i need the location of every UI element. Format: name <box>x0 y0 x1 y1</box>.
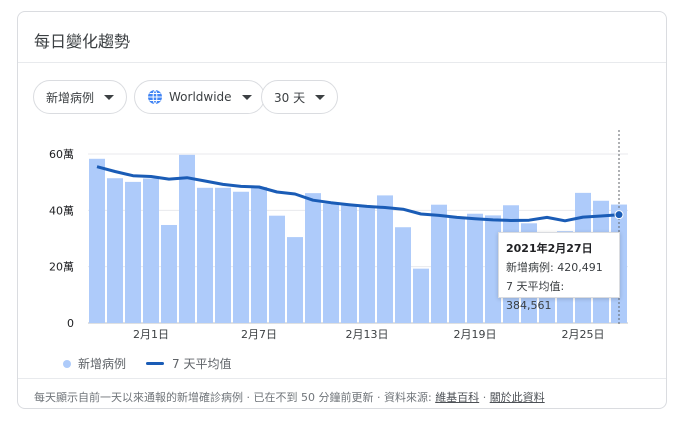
bar[interactable] <box>359 205 375 323</box>
bar[interactable] <box>467 213 483 323</box>
chart-average-line <box>96 130 624 325</box>
bar[interactable] <box>287 237 303 323</box>
region-dropdown-label: Worldwide <box>169 90 232 104</box>
legend-bars: 新增病例 <box>63 355 126 372</box>
y-tick-label: 60萬 <box>49 148 74 161</box>
globe-icon <box>148 89 162 105</box>
region-dropdown[interactable]: Worldwide <box>134 80 265 114</box>
tooltip-average-value: 384,561 <box>506 299 552 312</box>
y-tick-label: 20萬 <box>49 261 74 274</box>
wikipedia-link[interactable]: 維基百科 <box>435 391 480 404</box>
bar[interactable] <box>269 215 285 323</box>
legend-line: 7 天平均值 <box>146 355 231 372</box>
bar[interactable] <box>449 217 465 323</box>
bar[interactable] <box>215 187 231 323</box>
bar[interactable] <box>143 178 159 323</box>
tooltip-cases-value: 420,491 <box>557 261 603 274</box>
tooltip-date: 2021年2月27日 <box>506 242 593 255</box>
bar[interactable] <box>197 187 213 323</box>
tooltip-average-row: 7 天平均值: 384,561 <box>506 277 612 315</box>
metric-dropdown[interactable]: 新增病例 <box>33 80 128 114</box>
tooltip-cases-row: 新增病例: 420,491 <box>506 258 612 277</box>
footer-divider <box>18 378 666 379</box>
chevron-down-icon <box>104 94 115 100</box>
chevron-down-icon <box>241 94 252 100</box>
x-axis-labels: 2月1日 2月7日 2月13日 2月19日 2月25日 <box>133 328 605 341</box>
average-line <box>96 165 620 223</box>
bar[interactable] <box>125 181 141 323</box>
bar[interactable] <box>251 186 267 323</box>
chart-tooltip: 2021年2月27日 新增病例: 420,491 7 天平均值: 384,561 <box>498 232 620 312</box>
y-axis-labels: 0 20萬 40萬 60萬 <box>49 148 74 330</box>
range-dropdown-label: 30 天 <box>274 90 306 105</box>
metric-dropdown-label: 新增病例 <box>46 90 95 105</box>
header-divider <box>18 62 666 63</box>
bar[interactable] <box>485 215 501 323</box>
bar[interactable] <box>179 154 195 323</box>
bar[interactable] <box>323 203 339 323</box>
hover-point <box>614 210 624 220</box>
footer-text: 每天顯示自前一天以來通報的新增確診病例 · 已在不到 50 分鐘前更新 · 資料… <box>34 391 432 404</box>
y-tick-label: 40萬 <box>49 204 74 217</box>
bar[interactable] <box>305 193 321 323</box>
x-tick-label: 2月7日 <box>241 328 277 341</box>
legend-bars-label: 新增病例 <box>78 357 127 371</box>
bar[interactable] <box>413 268 429 323</box>
bar[interactable] <box>377 195 393 323</box>
tooltip-cases-label: 新增病例: <box>506 261 554 274</box>
legend-line-swatch <box>146 362 164 365</box>
footer: 每天顯示自前一天以來通報的新增確診病例 · 已在不到 50 分鐘前更新 · 資料… <box>34 389 545 405</box>
chevron-down-icon <box>315 94 326 100</box>
bar[interactable] <box>107 178 123 323</box>
x-tick-label: 2月19日 <box>454 328 497 341</box>
daily-trend-card: 每日變化趨勢 新增病例 Worldwide 30 天 0 20萬 40萬 60萬 2月… <box>17 11 667 409</box>
x-tick-label: 2月25日 <box>562 328 605 341</box>
bar[interactable] <box>89 158 105 323</box>
y-tick-label: 0 <box>67 317 74 330</box>
bar[interactable] <box>431 204 447 323</box>
bar[interactable] <box>341 205 357 323</box>
bar[interactable] <box>161 224 177 323</box>
bar[interactable] <box>395 227 411 323</box>
bar[interactable] <box>233 191 249 323</box>
legend-bar-swatch <box>63 359 71 368</box>
about-data-link[interactable]: 關於此資料 <box>489 391 545 404</box>
range-dropdown[interactable]: 30 天 <box>261 80 339 114</box>
footer-dot: · <box>482 391 487 404</box>
x-tick-label: 2月1日 <box>133 328 169 341</box>
x-tick-label: 2月13日 <box>346 328 389 341</box>
card-title: 每日變化趨勢 <box>34 32 131 51</box>
tooltip-average-label: 7 天平均值: <box>506 280 565 293</box>
legend-line-label: 7 天平均值 <box>172 357 232 371</box>
